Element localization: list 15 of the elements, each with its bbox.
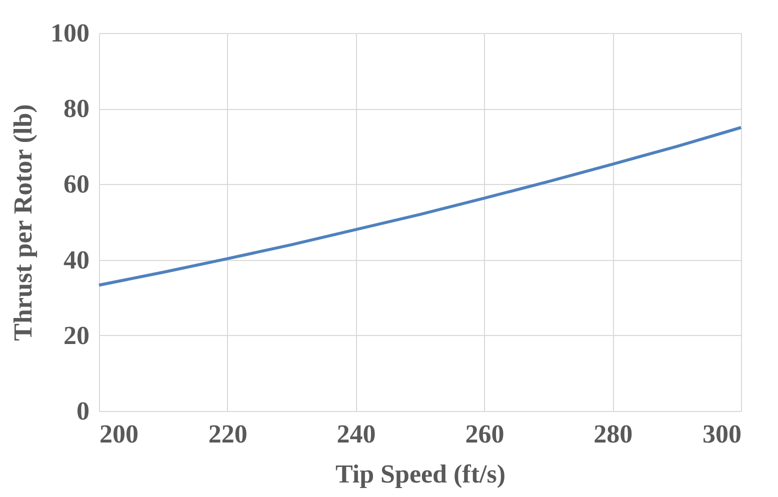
x-tick-label: 260 bbox=[465, 420, 504, 448]
y-tick-label: 60 bbox=[64, 170, 90, 199]
y-tick-label: 20 bbox=[64, 320, 90, 350]
x-tick-label: 300 bbox=[702, 420, 742, 448]
x-tick-label: 280 bbox=[594, 420, 633, 448]
x-tick-label: 240 bbox=[336, 420, 376, 448]
y-tick-label: 40 bbox=[64, 245, 90, 274]
y-tick-label: 0 bbox=[76, 396, 90, 426]
x-tick-label: 220 bbox=[208, 420, 248, 448]
x-axis-title: Tip Speed (ft/s) bbox=[336, 460, 506, 488]
y-tick-label: 100 bbox=[50, 18, 90, 48]
y-axis-title: Thrust per Rotor (lb) bbox=[8, 104, 38, 341]
line-series bbox=[98, 126, 742, 287]
x-tick-label: 200 bbox=[100, 420, 138, 448]
y-tick-label: 80 bbox=[64, 94, 90, 124]
